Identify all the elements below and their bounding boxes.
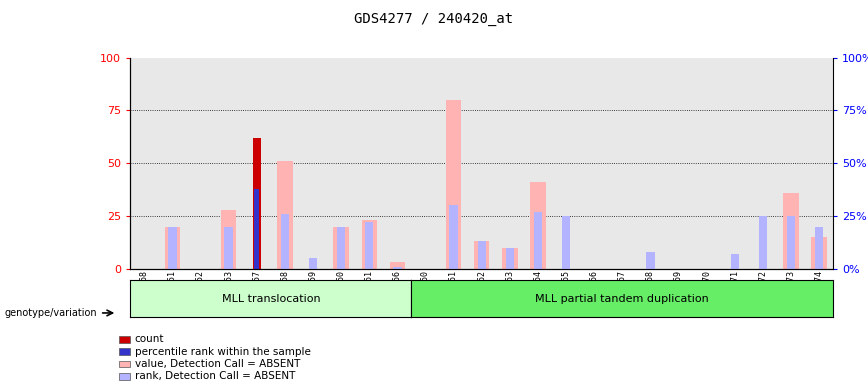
Bar (225, 227, 233, 269)
FancyBboxPatch shape (749, 58, 777, 269)
Bar (530, 182, 546, 269)
Bar (365, 222, 373, 269)
Bar (562, 216, 570, 269)
Bar (474, 242, 490, 269)
Bar (506, 248, 514, 269)
FancyBboxPatch shape (806, 58, 833, 269)
FancyBboxPatch shape (158, 58, 187, 269)
FancyBboxPatch shape (271, 58, 299, 269)
FancyBboxPatch shape (720, 58, 749, 269)
FancyBboxPatch shape (608, 58, 636, 269)
Bar (309, 258, 317, 269)
FancyBboxPatch shape (411, 58, 439, 269)
Bar (502, 248, 517, 269)
Bar (450, 205, 457, 269)
FancyBboxPatch shape (327, 58, 355, 269)
Text: MLL translocation: MLL translocation (221, 293, 320, 304)
Bar (337, 227, 345, 269)
Text: percentile rank within the sample: percentile rank within the sample (135, 347, 311, 357)
Text: value, Detection Call = ABSENT: value, Detection Call = ABSENT (135, 359, 300, 369)
Text: MLL partial tandem duplication: MLL partial tandem duplication (536, 293, 709, 304)
FancyBboxPatch shape (355, 58, 384, 269)
Bar (254, 189, 260, 269)
Bar (361, 220, 377, 269)
Bar (393, 267, 402, 269)
FancyBboxPatch shape (580, 58, 608, 269)
Bar (168, 227, 176, 269)
Bar (220, 210, 236, 269)
FancyBboxPatch shape (384, 58, 411, 269)
FancyBboxPatch shape (693, 58, 720, 269)
Bar (534, 212, 542, 269)
FancyBboxPatch shape (496, 58, 524, 269)
Bar (477, 242, 486, 269)
Bar (787, 216, 795, 269)
FancyBboxPatch shape (524, 58, 552, 269)
Bar (165, 227, 181, 269)
Text: GDS4277 / 240420_at: GDS4277 / 240420_at (354, 12, 514, 25)
FancyBboxPatch shape (243, 58, 271, 269)
FancyBboxPatch shape (665, 58, 693, 269)
FancyBboxPatch shape (187, 58, 214, 269)
Bar (333, 227, 349, 269)
Bar (647, 252, 654, 269)
FancyBboxPatch shape (439, 58, 468, 269)
Bar (280, 214, 289, 269)
Bar (759, 216, 767, 269)
FancyBboxPatch shape (777, 58, 806, 269)
FancyBboxPatch shape (552, 58, 580, 269)
FancyBboxPatch shape (636, 58, 665, 269)
FancyBboxPatch shape (468, 58, 496, 269)
Text: rank, Detection Call = ABSENT: rank, Detection Call = ABSENT (135, 371, 295, 381)
Bar (731, 254, 739, 269)
Bar (812, 237, 827, 269)
Bar (277, 161, 293, 269)
Text: genotype/variation: genotype/variation (4, 308, 97, 318)
Bar (815, 227, 824, 269)
Bar (390, 263, 405, 269)
Bar (253, 138, 261, 269)
Bar (446, 100, 462, 269)
FancyBboxPatch shape (130, 58, 158, 269)
FancyBboxPatch shape (299, 58, 327, 269)
Bar (783, 193, 799, 269)
Text: count: count (135, 334, 164, 344)
FancyBboxPatch shape (214, 58, 243, 269)
